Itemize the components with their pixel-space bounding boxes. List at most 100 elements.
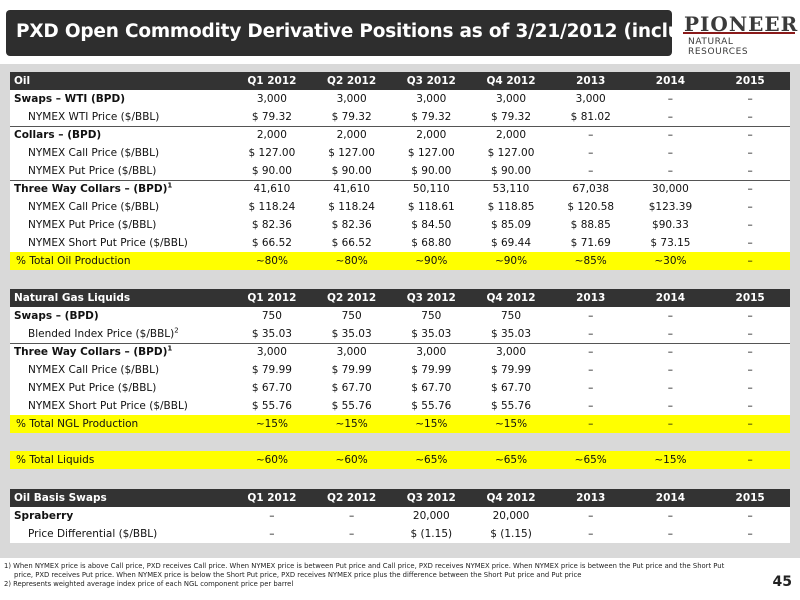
table-cell: – bbox=[747, 364, 753, 376]
total-liquids-table: % Total Liquids ~60% ~60% ~65% ~65% ~65%… bbox=[10, 451, 790, 469]
table-cell: – bbox=[588, 382, 594, 394]
table-cell: – bbox=[710, 451, 790, 469]
pioneer-logo: PIONEER NATURAL RESOURCES bbox=[683, 12, 797, 57]
table-cell: – bbox=[667, 110, 674, 123]
table-row: Swaps – WTI (BPD) 3,000 3,000 3,000 3,00… bbox=[10, 90, 790, 108]
table-cell: – bbox=[588, 310, 594, 322]
row-label: NYMEX Put Price ($/BBL) bbox=[28, 219, 157, 231]
table-cell: $ 118.24 bbox=[328, 201, 375, 213]
table-cell: $ 55.76 bbox=[251, 400, 292, 412]
table-row: NYMEX WTI Price ($/BBL) $ 79.32 $ 79.32 … bbox=[10, 108, 790, 126]
oil-table: Oil Q1 2012 Q2 2012 Q3 2012 Q4 2012 2013… bbox=[10, 72, 790, 270]
table-row: Blended Index Price ($/BBL)2 $ 35.03 $ 3… bbox=[10, 325, 790, 343]
row-label: Blended Index Price ($/BBL)2 bbox=[10, 325, 232, 343]
table-cell: – bbox=[588, 510, 594, 522]
table-row: Price Differential ($/BBL) – – $ (1.15) … bbox=[10, 525, 790, 543]
table-cell: ~60% bbox=[311, 451, 392, 469]
table-row: NYMEX Short Put Price ($/BBL) $ 66.52 $ … bbox=[10, 234, 790, 252]
table-cell: $ 85.09 bbox=[490, 219, 532, 231]
table-cell: – bbox=[588, 364, 594, 376]
table-cell: ~15% bbox=[471, 415, 551, 433]
table-cell: $ 67.70 bbox=[331, 382, 372, 394]
logo-tagline: NATURAL RESOURCES bbox=[688, 37, 749, 57]
table-cell: – bbox=[747, 219, 753, 231]
table-cell: 53,110 bbox=[471, 179, 551, 198]
table-cell: ~65% bbox=[391, 451, 472, 469]
column-header: Oil bbox=[10, 72, 233, 90]
footnote-marker: 1 bbox=[167, 181, 173, 190]
table-cell: 750 bbox=[421, 310, 442, 322]
table-cell: $ 35.03 bbox=[251, 327, 292, 340]
table-cell: – bbox=[630, 415, 711, 433]
column-header: 2014 bbox=[630, 289, 711, 307]
column-header: Q2 2012 bbox=[311, 289, 392, 307]
row-label: Swaps – WTI (BPD) bbox=[14, 93, 125, 105]
column-header: 2013 bbox=[550, 72, 631, 90]
row-label: % Total Liquids bbox=[10, 451, 233, 469]
table-cell: – bbox=[747, 110, 753, 123]
column-header: Q1 2012 bbox=[232, 489, 312, 507]
table-cell: ~15% bbox=[232, 415, 312, 433]
column-header: Q4 2012 bbox=[471, 489, 551, 507]
row-label: Price Differential ($/BBL) bbox=[28, 528, 158, 540]
table-cell: $ 55.76 bbox=[490, 400, 532, 412]
table-cell: ~65% bbox=[471, 451, 551, 469]
table-cell: – bbox=[550, 415, 631, 433]
table-cell: ~15% bbox=[391, 415, 472, 433]
table-cell: $ 67.70 bbox=[411, 382, 452, 394]
table-cell: 3,000 bbox=[256, 93, 287, 105]
table-cell: $ (1.15) bbox=[410, 528, 453, 540]
table-cell: – bbox=[667, 327, 674, 340]
table-cell: – bbox=[667, 164, 674, 177]
table-cell: ~80% bbox=[311, 252, 392, 270]
slide-title: PXD Open Commodity Derivative Positions … bbox=[16, 21, 771, 42]
table-cell: ~90% bbox=[391, 252, 472, 270]
table-cell: – bbox=[710, 125, 790, 144]
table-cell: $ 127.00 bbox=[407, 147, 455, 159]
table-row: NYMEX Call Price ($/BBL) $ 118.24 $ 118.… bbox=[10, 198, 790, 216]
table-cell: – bbox=[747, 147, 753, 159]
row-label: NYMEX Call Price ($/BBL) bbox=[28, 147, 160, 159]
table-row: NYMEX Call Price ($/BBL) $ 79.99 $ 79.99… bbox=[10, 361, 790, 379]
table-header-row: Oil Q1 2012 Q2 2012 Q3 2012 Q4 2012 2013… bbox=[10, 72, 790, 90]
column-header: 2013 bbox=[550, 289, 631, 307]
table-cell: 3,000 bbox=[495, 93, 527, 105]
table-cell: $ 118.61 bbox=[407, 201, 455, 213]
table-cell: $ 79.32 bbox=[251, 110, 292, 123]
footnote-1-line-2: price, PXD receives Put price. When NYME… bbox=[14, 571, 582, 579]
table-cell: – bbox=[630, 342, 711, 361]
table-cell: $ 90.00 bbox=[490, 164, 532, 177]
column-header: Q2 2012 bbox=[311, 489, 392, 507]
column-header: Q4 2012 bbox=[471, 289, 551, 307]
table-cell: $ 66.52 bbox=[251, 237, 292, 249]
basis-swaps-table: Oil Basis Swaps Q1 2012 Q2 2012 Q3 2012 … bbox=[10, 489, 790, 543]
table-cell: 3,000 bbox=[336, 93, 367, 105]
table-cell: ~15% bbox=[630, 451, 711, 469]
table-row: Three Way Collars – (BPD)1 41,610 41,610… bbox=[10, 179, 790, 198]
table-row: Spraberry – – 20,000 20,000 – – – bbox=[10, 507, 790, 525]
table-cell: 2,000 bbox=[471, 125, 551, 144]
table-row: Three Way Collars – (BPD)1 3,000 3,000 3… bbox=[10, 342, 790, 361]
table-cell: $ 79.32 bbox=[331, 110, 372, 123]
table-cell: 750 bbox=[341, 310, 362, 322]
table-cell: $ 90.00 bbox=[251, 164, 292, 177]
table-cell: 30,000 bbox=[630, 179, 711, 198]
table-cell: 750 bbox=[500, 310, 522, 322]
table-cell: – bbox=[710, 252, 790, 270]
table-cell: 67,038 bbox=[550, 179, 631, 198]
table-row: NYMEX Short Put Price ($/BBL) $ 55.76 $ … bbox=[10, 397, 790, 415]
table-cell: – bbox=[269, 510, 275, 522]
table-cell: 3,000 bbox=[416, 93, 447, 105]
table-cell: $123.39 bbox=[648, 201, 693, 213]
table-row: NYMEX Put Price ($/BBL) $ 90.00 $ 90.00 … bbox=[10, 162, 790, 180]
column-header: Natural Gas Liquids bbox=[10, 289, 233, 307]
table-cell: – bbox=[667, 400, 674, 412]
row-label: Three Way Collars – (BPD)1 bbox=[10, 179, 233, 198]
column-header: 2015 bbox=[710, 72, 790, 90]
table-cell: – bbox=[747, 237, 753, 249]
column-header: 2013 bbox=[550, 489, 631, 507]
table-cell: $ 73.15 bbox=[650, 237, 691, 249]
table-cell: – bbox=[348, 528, 355, 540]
table-cell: $ 79.99 bbox=[490, 364, 532, 376]
table-cell: – bbox=[588, 528, 594, 540]
